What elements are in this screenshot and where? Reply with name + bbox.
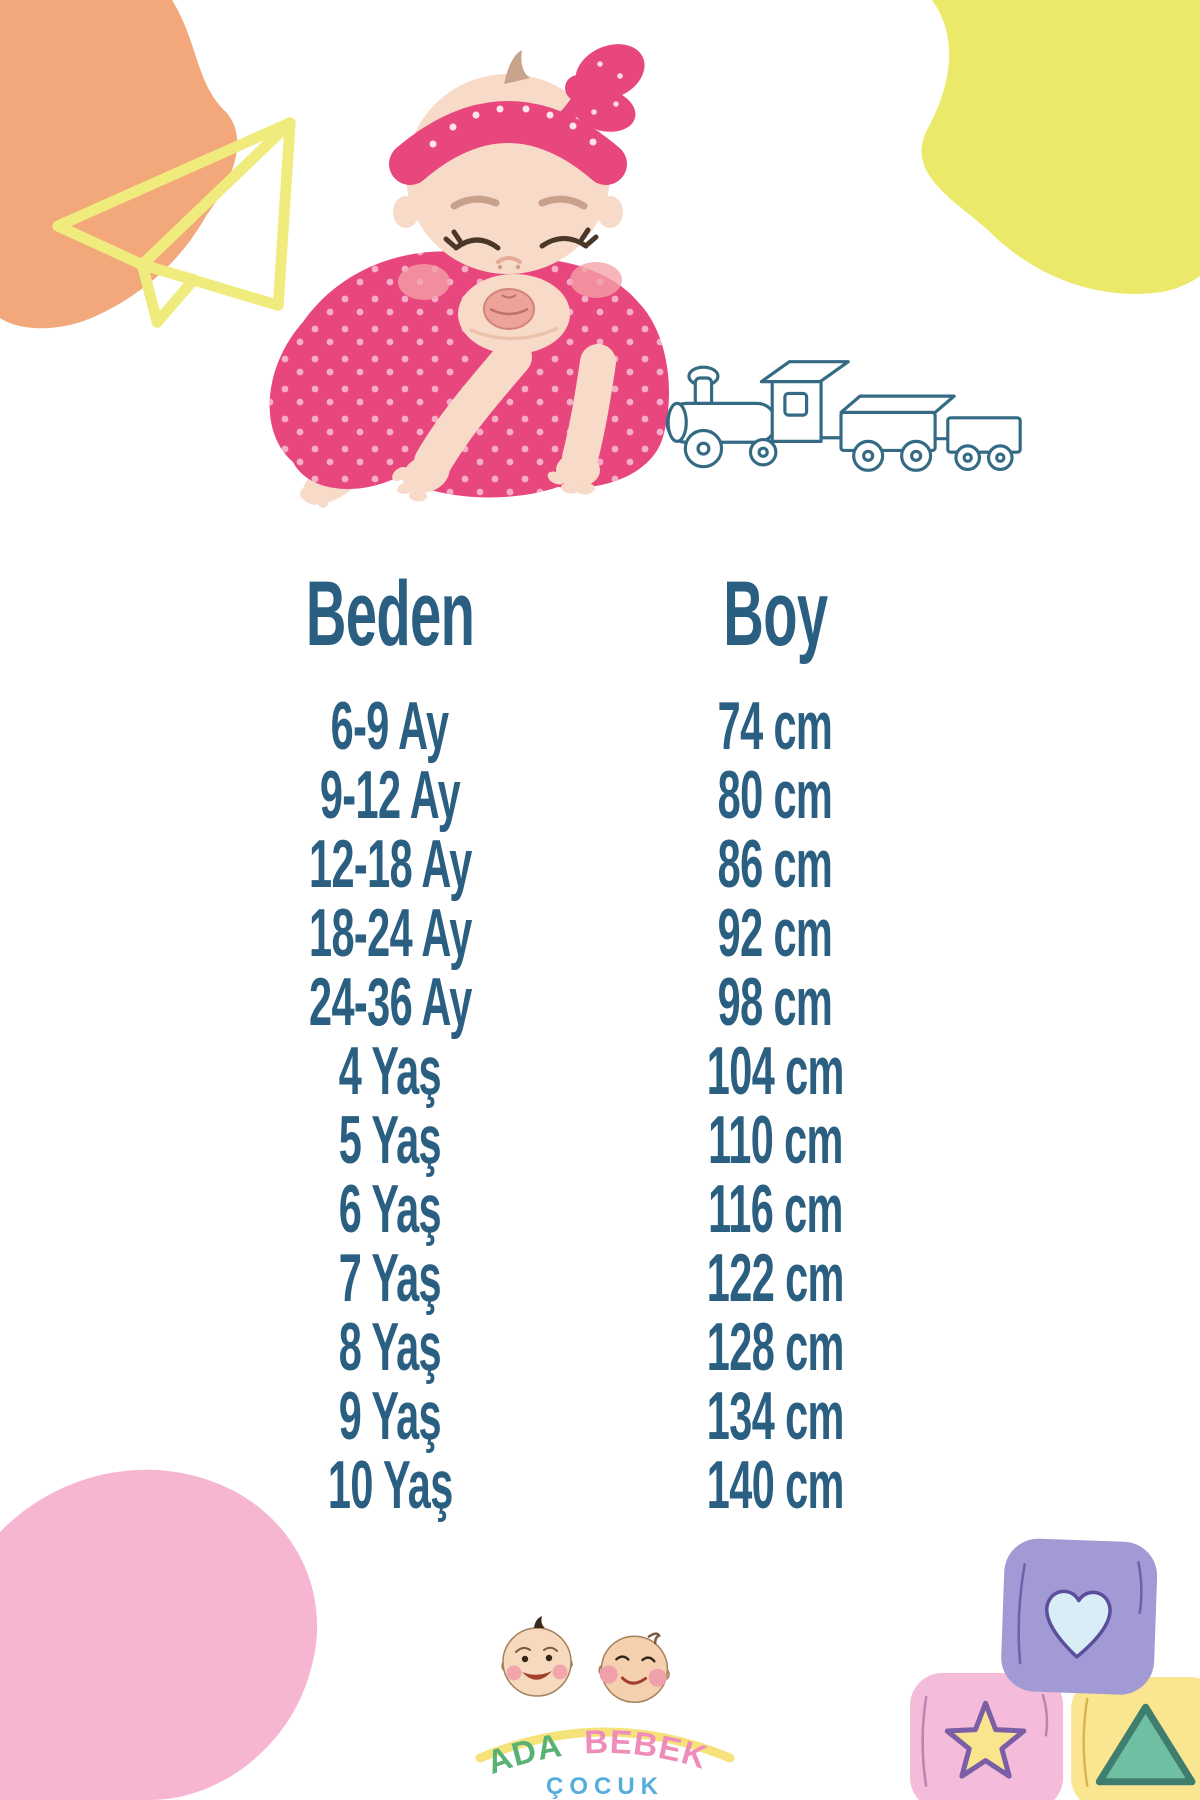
baby-arms <box>392 338 616 502</box>
size-cell: 6 Yaş <box>338 1170 442 1247</box>
toy-block-star <box>910 1673 1064 1800</box>
table-row: 7 Yaş 122 cm <box>0 1239 1200 1316</box>
table-row: 24-36 Ay 98 cm <box>0 963 1200 1040</box>
toy-block-triangle <box>1071 1677 1200 1800</box>
table-row: 5 Yaş 110 cm <box>0 1101 1200 1178</box>
height-cell: 140 cm <box>706 1446 844 1523</box>
size-cell: 24-36 Ay <box>308 963 472 1040</box>
size-cell: 9 Yaş <box>338 1377 442 1454</box>
logo-rainbow-arc <box>475 1727 735 1763</box>
height-cell: 74 cm <box>717 687 833 764</box>
height-cell: 128 cm <box>706 1308 844 1385</box>
table-row: 4 Yaş 104 cm <box>0 1032 1200 1109</box>
baby-lips <box>483 288 535 330</box>
brand-logo: ADA BEBEK ÇOCUK <box>475 1616 735 1800</box>
baby-bow <box>546 44 645 132</box>
height-cell: 86 cm <box>717 825 833 902</box>
column-header-beden-label: Beden <box>305 562 475 665</box>
size-cell: 4 Yaş <box>338 1032 442 1109</box>
size-cell: 12-18 Ay <box>308 825 472 902</box>
table-row: 6 Yaş 116 cm <box>0 1170 1200 1247</box>
table-row: 9 Yaş 134 cm <box>0 1377 1200 1454</box>
pink-blob <box>0 1469 318 1800</box>
toy-train-icon <box>665 360 1022 472</box>
height-cell: 104 cm <box>706 1032 844 1109</box>
size-cell: 10 Yaş <box>327 1446 453 1523</box>
size-table-rows: 6-9 Ay 74 cm 9-12 Ay 80 cm 12-18 Ay 86 c… <box>0 687 1200 1523</box>
brand-word-cocuk: ÇOCUK <box>546 1773 664 1800</box>
column-header-boy-label: Boy <box>722 562 828 665</box>
toy-block-heart <box>1001 1538 1158 1695</box>
height-cell: 80 cm <box>717 756 833 833</box>
table-row: 18-24 Ay 92 cm <box>0 894 1200 971</box>
height-cell: 92 cm <box>717 894 833 971</box>
crawling-baby-illustration <box>269 44 670 508</box>
baby-closed-eyes <box>443 227 599 251</box>
toy-blocks-icon <box>910 1538 1200 1800</box>
paper-plane-icon <box>52 117 296 328</box>
height-cell: 116 cm <box>707 1170 843 1247</box>
size-cell: 8 Yaş <box>338 1308 442 1385</box>
size-cell: 6-9 Ay <box>331 687 449 764</box>
table-row: 6-9 Ay 74 cm <box>0 687 1200 764</box>
two-baby-faces-icon <box>501 1616 670 1703</box>
yellow-blob <box>921 0 1200 294</box>
brand-word-bebek: BEBEK <box>584 1723 712 1776</box>
size-cell: 9-12 Ay <box>319 756 461 833</box>
size-table-header: Beden Boy <box>0 563 1200 665</box>
table-row: 12-18 Ay 86 cm <box>0 825 1200 902</box>
baby-head <box>389 44 645 330</box>
height-cell: 110 cm <box>707 1101 843 1178</box>
table-row: 9-12 Ay 80 cm <box>0 756 1200 833</box>
column-header-beden: Beden <box>190 563 590 665</box>
size-cell: 7 Yaş <box>338 1239 442 1316</box>
height-cell: 98 cm <box>717 963 833 1040</box>
size-cell: 18-24 Ay <box>308 894 472 971</box>
table-row: 8 Yaş 128 cm <box>0 1308 1200 1385</box>
height-cell: 122 cm <box>706 1239 844 1316</box>
height-cell: 134 cm <box>706 1377 844 1454</box>
column-header-boy: Boy <box>575 563 975 665</box>
size-cell: 5 Yaş <box>338 1101 442 1178</box>
table-row: 10 Yaş 140 cm <box>0 1446 1200 1523</box>
